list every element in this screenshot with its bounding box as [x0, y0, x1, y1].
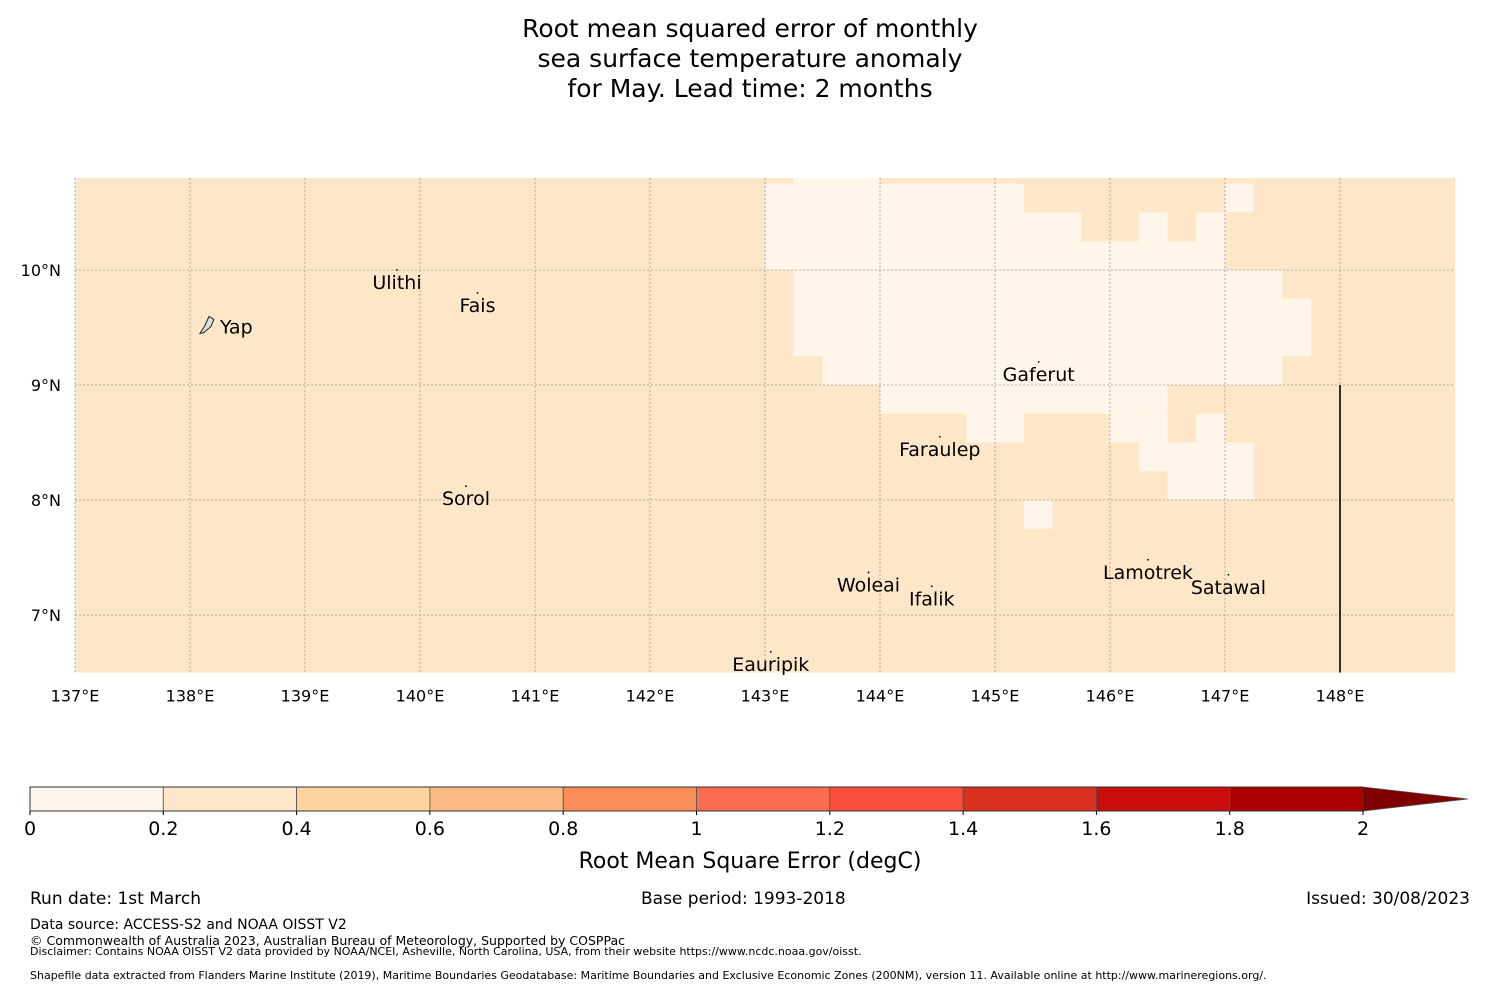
run-date: Run date: 1st March [30, 889, 202, 909]
longitude-tick-label: 148°E [1316, 687, 1365, 706]
colorbar-bin [1096, 786, 1231, 812]
place-label: Fais [459, 295, 495, 317]
longitude-tick-label: 147°E [1201, 687, 1250, 706]
shapefile-credit: Shapefile data extracted from Flanders M… [30, 969, 1267, 982]
low-error-cell [995, 183, 1024, 443]
island-marker [938, 435, 941, 438]
disclaimer: Disclaimer: Contains NOAA OISST V2 data … [30, 945, 862, 958]
low-error-cell [1138, 413, 1168, 472]
low-error-cell [1225, 183, 1254, 213]
data-source: Data source: ACCESS-S2 and NOAA OISST V2 [30, 917, 347, 933]
place-label: Woleai [837, 574, 900, 596]
colorbar-tick-label: 1.8 [1215, 818, 1245, 840]
colorbar-bin [29, 786, 164, 812]
colorbar-tick-label: 0.2 [148, 818, 178, 840]
colorbar-tick-label: 1.2 [815, 818, 845, 840]
colorbar-bin [162, 786, 298, 812]
place-label: Sorol [442, 488, 490, 510]
place-label: Lamotrek [1103, 562, 1193, 584]
island-marker [930, 585, 933, 588]
colorbar-bin [296, 786, 431, 812]
latitude-tick-label: 7°N [31, 606, 61, 625]
longitude-tick-label: 137°E [51, 687, 100, 706]
low-error-cell [880, 183, 967, 414]
colorbar-tick-label: 0.6 [415, 818, 445, 840]
low-error-cell [1282, 298, 1312, 357]
island-marker [1227, 573, 1230, 576]
latitude-tick-label: 10°N [21, 261, 61, 280]
latitude-tick-label: 9°N [31, 376, 61, 395]
low-error-cell [793, 178, 823, 357]
base-period: Base period: 1993-2018 [641, 889, 846, 909]
title-line-1: Root mean squared error of monthly [522, 14, 978, 43]
island-marker [396, 269, 398, 271]
longitude-tick-label: 146°E [1086, 687, 1135, 706]
low-error-cell [1167, 442, 1197, 500]
island-marker [465, 485, 467, 488]
low-error-cell [1023, 212, 1082, 414]
title-line-2: sea surface temperature anomaly [537, 44, 963, 73]
colorbar-tick-label: 1.4 [948, 818, 978, 840]
place-label: Eauripik [732, 654, 809, 676]
map-plot-area: 137°E 138°E 139°E 140°E 141°E 142°E 143°E 144°E… [21, 178, 1455, 706]
longitude-tick-label: 141°E [511, 687, 560, 706]
low-error-cell [1023, 500, 1053, 529]
place-label: Ifalik [909, 588, 955, 610]
longitude-tick-label: 140°E [396, 687, 445, 706]
island-marker [867, 571, 870, 574]
longitude-tick-label: 142°E [626, 687, 675, 706]
low-error-cell [1138, 212, 1168, 414]
colorbar-bin [829, 786, 964, 812]
yap-island-outline [198, 315, 215, 335]
title-line-3: for May. Lead time: 2 months [567, 74, 933, 103]
low-error-cell [1225, 442, 1254, 500]
low-error-cell [1110, 413, 1139, 443]
longitude-tick-label: 145°E [971, 687, 1020, 706]
place-label: Faraulep [899, 439, 980, 461]
low-error-cell [765, 183, 794, 270]
place-label: Gaferut [1003, 364, 1075, 386]
low-error-cell [1196, 212, 1225, 385]
colorbar-bin [562, 786, 697, 812]
colorbar-label: Root Mean Square Error (degC) [579, 849, 922, 874]
colorbar-bin [1229, 786, 1364, 812]
place-label: Ulithi [372, 272, 421, 294]
issued-date: Issued: 30/08/2023 [1306, 889, 1470, 909]
place-label: Satawal [1191, 577, 1266, 599]
island-marker [1147, 558, 1149, 561]
longitude-tick-label: 138°E [166, 687, 215, 706]
colorbar-extend-arrow [1362, 786, 1469, 812]
colorbar-tick-label: 0.8 [548, 818, 578, 840]
low-error-cell [1225, 270, 1283, 385]
colorbar: 0 0.2 0.4 0.6 0.8 1 1.2 1.4 1.6 1.8 2 [24, 786, 1469, 840]
colorbar-tick-label: 0.4 [281, 818, 311, 840]
colorbar-tick-label: 1 [690, 818, 702, 840]
longitude-tick-label: 143°E [741, 687, 790, 706]
copyright-notice: © Commonwealth of Australia 2023, Austra… [30, 933, 625, 948]
island-marker [769, 650, 772, 653]
low-error-cell [966, 183, 995, 443]
colorbar-tick-label: 0 [24, 818, 36, 840]
longitude-tick-label: 139°E [281, 687, 330, 706]
latitude-tick-label: 8°N [31, 491, 61, 510]
place-label: Yap [219, 317, 253, 339]
colorbar-tick-label: 1.6 [1081, 818, 1111, 840]
map-title: Root mean squared error of monthly sea s… [0, 14, 1500, 104]
colorbar-tick-label: 2 [1357, 818, 1369, 840]
island-marker [476, 292, 479, 294]
low-error-cell [1167, 241, 1197, 385]
colorbar-bin [962, 786, 1097, 812]
low-error-cell [822, 178, 880, 385]
longitude-tick-label: 144°E [856, 687, 905, 706]
low-error-cell [1196, 413, 1225, 500]
colorbar-bin [696, 786, 831, 812]
colorbar-bin [429, 786, 564, 812]
island-marker [1037, 361, 1040, 363]
